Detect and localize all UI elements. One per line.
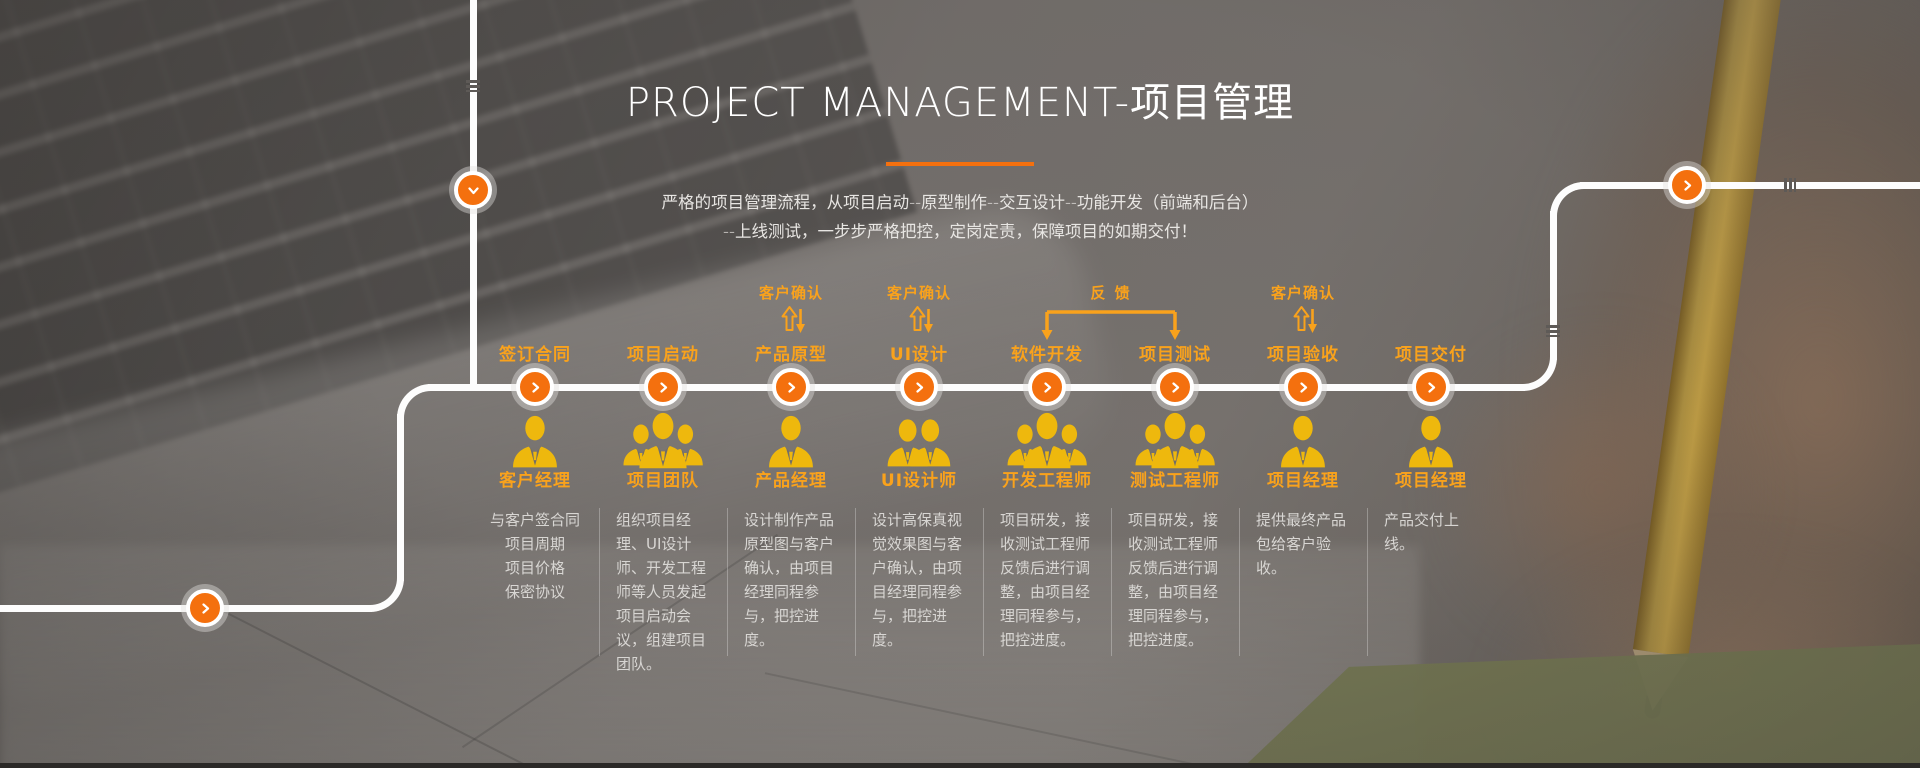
confirm-updown-arrows-icon: [1228, 303, 1378, 341]
line-break-ticks: [466, 79, 480, 94]
role-label: 开发工程师: [1002, 471, 1092, 491]
subtitle-line-1: 严格的项目管理流程，从项目启动--原型制作--交互设计--功能开发（前端和后台）: [661, 193, 1259, 212]
chevron-right-icon: [900, 368, 938, 406]
timeline-node: [767, 363, 815, 411]
person-group3-icon: [588, 410, 738, 470]
section-subtitle: 严格的项目管理流程，从项目启动--原型制作--交互设计--功能开发（前端和后台）…: [0, 188, 1920, 246]
timeline-node: [1407, 363, 1455, 411]
timeline-right-vertical-line: [1549, 211, 1557, 360]
feedback-annotation: 反 馈: [1040, 282, 1182, 347]
description-divider: [1239, 508, 1240, 656]
stage-column-2: 项目启动 项目团队 组织项目经理、UI设计师、开发工程师等人员发起项目启动会议，…: [588, 270, 738, 690]
description-divider: [1367, 508, 1368, 656]
person-single-icon: [716, 410, 866, 470]
chevron-right-icon: [772, 368, 810, 406]
timeline-node: [449, 166, 497, 214]
role-label: 项目经理: [1267, 471, 1339, 491]
chevron-right-icon: [1412, 368, 1450, 406]
stage-description: 产品交付上线。: [1384, 511, 1460, 553]
line-break-ticks: [1546, 324, 1560, 339]
stage-description: 设计制作产品原型图与客户确认，由项目经理同程参与，把控进度。: [744, 511, 835, 649]
stage-column-6: 项目测试 测试工程师 项目研发，接收测试工程师反馈后进行调整，由项目经理同程参与…: [1100, 270, 1250, 690]
chevron-right-icon: [516, 368, 554, 406]
stage-label: 签订合同: [499, 345, 571, 365]
timeline-node: [1663, 161, 1711, 209]
person-group3-icon: [972, 410, 1122, 470]
role-label: 客户经理: [499, 471, 571, 491]
stage-description: 提供最终产品包给客户验收。: [1256, 511, 1347, 577]
confirm-label: 客户确认: [886, 284, 951, 302]
feedback-arrow-icon: [1041, 310, 1181, 340]
timeline-main-line: [428, 383, 1525, 391]
chevron-right-icon: [1284, 368, 1322, 406]
stage-description: 组织项目经理、UI设计师、开发工程师等人员发起项目启动会议，组建项目团队。: [616, 511, 707, 673]
stage-description: 项目研发，接收测试工程师反馈后进行调整，由项目经理同程参与，把控进度。: [1000, 511, 1091, 649]
description-divider: [855, 508, 856, 656]
stage-description: 与客户签合同 项目周期 项目价格 保密协议: [489, 511, 580, 601]
role-label: 测试工程师: [1130, 471, 1220, 491]
stage-label: 软件开发: [1011, 345, 1083, 365]
chevron-down-icon: [454, 171, 492, 209]
role-label: 产品经理: [755, 471, 827, 491]
timeline-left-vertical-line: [396, 414, 404, 581]
timeline-node: [511, 363, 559, 411]
subtitle-line-2: --上线测试，一步步严格把控，定岗定责，保障项目的如期交付！: [723, 222, 1197, 241]
timeline-top-right-line: [1580, 181, 1920, 189]
chevron-right-icon: [1668, 166, 1706, 204]
chevron-right-icon: [1156, 368, 1194, 406]
stage-label: UI设计: [889, 345, 949, 365]
person-group3-icon: [1100, 410, 1250, 470]
timeline-node: [1151, 363, 1199, 411]
stage-label: 项目测试: [1139, 345, 1211, 365]
stage-column-4: 客户确认 UI设计 UI设计师 设计高保真视觉效果图与客户确认，由项目经理同程参…: [844, 270, 994, 690]
description-divider: [727, 508, 728, 656]
page-title: PROJECT MANAGEMENT-项目管理: [625, 80, 1295, 126]
timeline-node: [1023, 363, 1071, 411]
chevron-right-icon: [186, 589, 224, 627]
role-label: UI设计师: [880, 471, 958, 491]
stage-column-8: 项目交付 项目经理 产品交付上线。: [1356, 270, 1506, 690]
stage-description: 项目研发，接收测试工程师反馈后进行调整，由项目经理同程参与，把控进度。: [1128, 511, 1219, 649]
title-divider: [886, 162, 1034, 166]
role-label: 项目团队: [627, 471, 699, 491]
stage-column-3: 客户确认 产品原型 产品经理 设计制作产品原型图与客户确认，由项目经理同程参与，…: [716, 270, 866, 690]
stage-label: 项目交付: [1395, 345, 1467, 365]
person-single-icon: [1228, 410, 1378, 470]
stage-description: 设计高保真视觉效果图与客户确认，由项目经理同程参与，把控进度。: [872, 511, 963, 649]
confirm-updown-arrows-icon: [844, 303, 994, 341]
timeline-node: [895, 363, 943, 411]
person-single-icon: [460, 410, 610, 470]
timeline-node: [181, 584, 229, 632]
line-break-ticks: [1783, 178, 1798, 192]
feedback-label: 反 馈: [1090, 284, 1132, 302]
stage-column-7: 客户确认 项目验收 项目经理 提供最终产品包给客户验收。: [1228, 270, 1378, 690]
timeline-left-hook-top-corner: [396, 383, 431, 418]
confirm-label: 客户确认: [1270, 284, 1335, 302]
confirm-updown-arrows-icon: [716, 303, 866, 341]
description-divider: [599, 508, 600, 656]
description-divider: [983, 508, 984, 656]
timeline-left-hook-bottom-corner: [369, 577, 404, 612]
description-divider: [1111, 508, 1112, 656]
next-section-edge: [0, 763, 1920, 768]
stage-label: 产品原型: [755, 345, 827, 365]
stage-column-1: 签订合同 客户经理 与客户签合同 项目周期 项目价格 保密协议: [460, 270, 610, 690]
stage-label: 项目验收: [1267, 345, 1339, 365]
confirm-label: 客户确认: [758, 284, 823, 302]
person-group2-icon: [844, 410, 994, 470]
photo-sketch-paper: [0, 545, 1420, 768]
person-single-icon: [1356, 410, 1506, 470]
section-header: PROJECT MANAGEMENT-项目管理 严格的项目管理流程，从项目启动-…: [0, 0, 1920, 246]
timeline-node: [1279, 363, 1327, 411]
stage-column-5: 软件开发 开发工程师 项目研发，接收测试工程师反馈后进行调整，由项目经理同程参与…: [972, 270, 1122, 690]
chevron-right-icon: [1028, 368, 1066, 406]
timeline-right-hook-bottom-corner: [1522, 356, 1557, 391]
timeline-node: [639, 363, 687, 411]
chevron-right-icon: [644, 368, 682, 406]
role-label: 项目经理: [1395, 471, 1467, 491]
stage-label: 项目启动: [627, 345, 699, 365]
